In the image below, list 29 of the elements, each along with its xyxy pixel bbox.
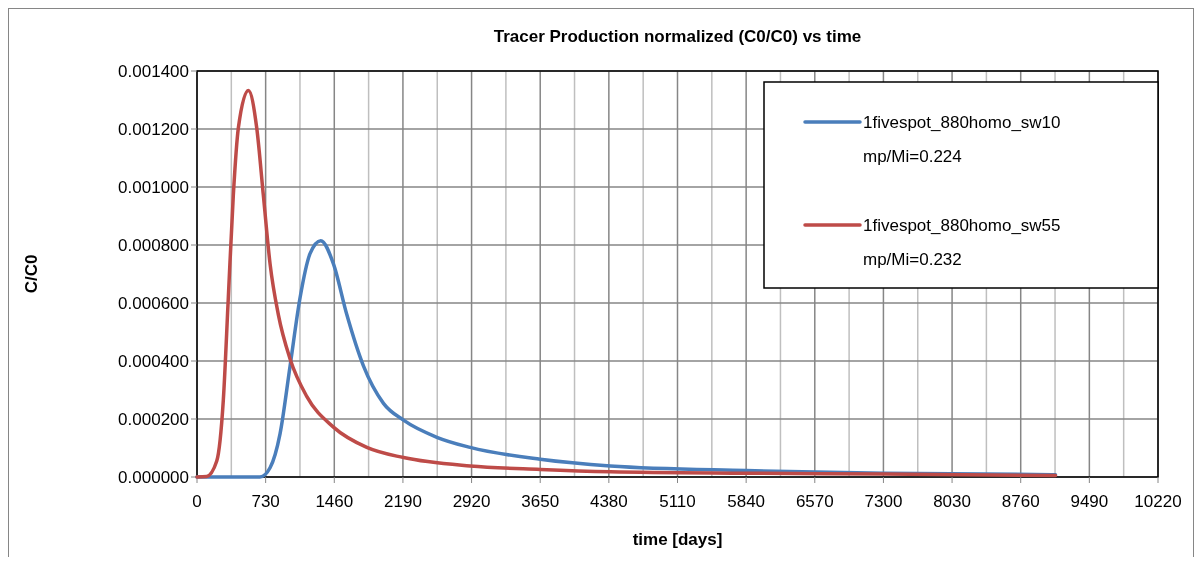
- y-tick-label: 0.000800: [118, 235, 189, 255]
- y-tick-label: 0.000600: [118, 293, 189, 313]
- y-tick-label: 0.000400: [118, 351, 189, 371]
- y-tick-label: 0.000000: [118, 467, 189, 487]
- x-tick-label: 8030: [933, 492, 971, 511]
- x-tick-label: 3650: [521, 492, 560, 511]
- chart-title: Tracer Production normalized (C0/C0) vs time: [493, 27, 862, 46]
- x-tick-label: 2920: [452, 492, 491, 511]
- x-axis-title: time [days]: [632, 530, 723, 549]
- y-tick-label: 0.000200: [118, 409, 189, 429]
- x-tick-label: 2190: [384, 492, 422, 511]
- x-tick-label: 0: [192, 492, 202, 511]
- y-tick-label: 0.001200: [118, 119, 189, 139]
- x-tick-label: 7300: [864, 492, 903, 511]
- y-tick-label: 0.001400: [118, 61, 189, 81]
- x-tick-label: 5110: [659, 492, 696, 511]
- x-tick-label: 6570: [795, 492, 834, 511]
- legend-label: 1fivespot_880homo_sw55 mp/Mi=0.232: [863, 216, 1061, 269]
- legend-label: 1fivespot_880homo_sw10 mp/Mi=0.224: [863, 113, 1061, 166]
- x-tick-label: 730: [251, 492, 280, 511]
- x-tick-label: 10220: [1134, 492, 1182, 511]
- y-tick-label: 0.001000: [118, 177, 189, 197]
- line-series: [195, 88, 1058, 479]
- x-tick-label: 8760: [1001, 492, 1040, 511]
- x-tick-label: 4380: [589, 492, 628, 511]
- x-tick-label: 1460: [315, 492, 354, 511]
- x-tick-label: 5840: [727, 492, 766, 511]
- y-axis-title: C/C0: [22, 254, 41, 294]
- x-tick-label: 9490: [1070, 492, 1109, 511]
